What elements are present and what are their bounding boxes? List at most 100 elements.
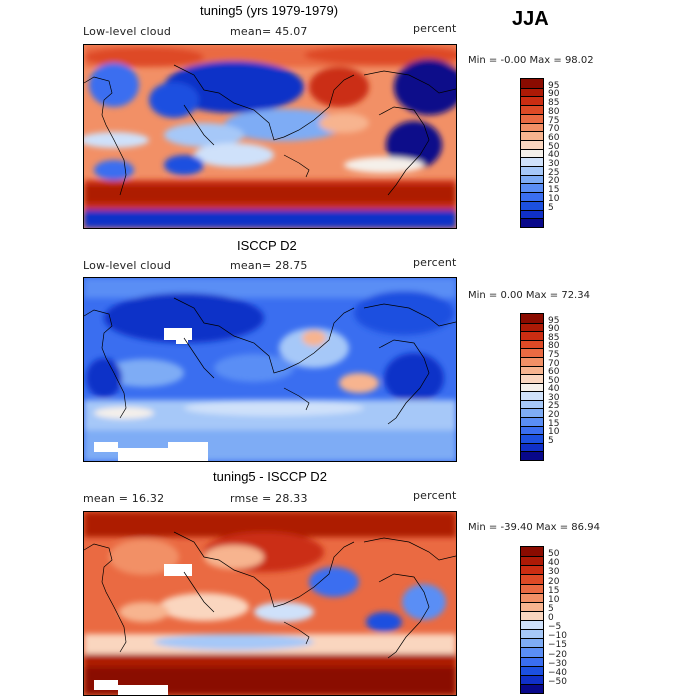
colorbar-swatch (521, 629, 543, 639)
colorbar-tick-label: 75 (548, 349, 560, 360)
colorbar-tick-label: −20 (548, 649, 567, 660)
colorbar-swatch (521, 331, 543, 340)
panel-1-colorbar (520, 78, 544, 228)
colorbar-swatch (521, 442, 543, 452)
panel-2-map (83, 277, 457, 462)
colorbar-tick-label: 5 (548, 202, 554, 213)
colorbar-swatch (521, 218, 543, 227)
colorbar-swatch (521, 365, 543, 375)
colorbar-swatch (521, 183, 543, 193)
colorbar-swatch (521, 665, 543, 675)
colorbar-swatch (521, 620, 543, 630)
colorbar-swatch (521, 434, 543, 443)
colorbar-swatch (521, 674, 543, 684)
colorbar-swatch (521, 647, 543, 657)
panel-2-colorbar (520, 313, 544, 461)
colorbar-tick-label: 75 (548, 115, 560, 126)
colorbar-swatch (521, 583, 543, 593)
colorbar-swatch (521, 139, 543, 149)
colorbar-tick-label: 25 (548, 167, 560, 178)
colorbar-tick-label: 15 (548, 418, 560, 429)
panel-3-minmax: Min = -39.40 Max = 86.94 (468, 522, 600, 533)
colorbar-swatch (521, 209, 543, 219)
colorbar-swatch (521, 192, 543, 201)
colorbar-swatch (521, 122, 543, 132)
colorbar-swatch (521, 451, 543, 460)
colorbar-tick-label: 40 (548, 150, 560, 161)
panel-1-coastlines (84, 64, 456, 196)
colorbar-swatch (521, 322, 543, 332)
panel-2-minmax: Min = 0.00 Max = 72.34 (468, 290, 590, 301)
panel-1-cloud-field (84, 45, 456, 228)
colorbar-tick-label: 15 (548, 185, 560, 196)
colorbar-tick-label: 40 (548, 558, 560, 569)
colorbar-swatch (521, 683, 543, 693)
panel-1-units-label: percent (413, 22, 457, 35)
colorbar-tick-label: 80 (548, 341, 560, 352)
colorbar-swatch (521, 399, 543, 409)
colorbar-swatch (521, 556, 543, 566)
colorbar-swatch (521, 166, 543, 175)
panel-2-cloud-field (84, 278, 456, 461)
colorbar-swatch (521, 174, 543, 184)
colorbar-swatch (521, 565, 543, 575)
colorbar-swatch (521, 656, 543, 666)
colorbar-swatch (521, 314, 543, 323)
colorbar-swatch (521, 638, 543, 648)
colorbar-tick-label: −50 (548, 676, 567, 687)
colorbar-tick-label: 85 (548, 98, 560, 109)
panel-2-units-label: percent (413, 256, 457, 269)
panel-1-variable-label: Low-level cloud (83, 25, 172, 38)
colorbar-tick-label: 25 (548, 401, 560, 412)
colorbar-swatch (521, 105, 543, 114)
colorbar-swatch (521, 574, 543, 584)
colorbar-swatch (521, 339, 543, 349)
colorbar-swatch (521, 382, 543, 392)
colorbar-tick-label: 5 (548, 603, 554, 614)
colorbar-tick-label: 30 (548, 392, 560, 403)
colorbar-swatch (521, 348, 543, 357)
panel-2-mean-label: mean= 28.75 (230, 259, 308, 272)
colorbar-tick-label: 95 (548, 315, 560, 326)
panel-3-colorbar-ticks: 50 40 30 20 15 10 5 0 −5 −10 −15 −20 −30 −40 −50 (548, 546, 588, 692)
colorbar-tick-label: 10 (548, 594, 560, 605)
colorbar-tick-label: −10 (548, 631, 567, 642)
colorbar-tick-label: 70 (548, 124, 560, 135)
panel-3-map (83, 511, 457, 696)
season-label: JJA (512, 8, 549, 30)
colorbar-swatch (521, 374, 543, 383)
colorbar-swatch (521, 356, 543, 366)
colorbar-swatch (521, 610, 543, 620)
colorbar-tick-label: 30 (548, 567, 560, 578)
colorbar-tick-label: 40 (548, 384, 560, 395)
panel-2-coastlines (84, 297, 456, 425)
panel-2-colorbar-ticks: 95 90 85 80 75 70 60 50 40 30 25 20 15 10 5 (548, 313, 588, 459)
colorbar-tick-label: 85 (548, 332, 560, 343)
colorbar-tick-label: 10 (548, 193, 560, 204)
colorbar-tick-label: 70 (548, 358, 560, 369)
colorbar-swatch (521, 87, 543, 97)
colorbar-swatch (521, 96, 543, 106)
colorbar-tick-label: 5 (548, 435, 554, 446)
panel-2-title: ISCCP D2 (237, 238, 297, 253)
colorbar-swatch (521, 425, 543, 435)
colorbar-tick-label: 90 (548, 324, 560, 335)
colorbar-swatch (521, 391, 543, 400)
colorbar-swatch (521, 592, 543, 602)
colorbar-tick-label: −5 (548, 622, 562, 633)
colorbar-swatch (521, 547, 543, 557)
panel-1-title: tuning5 (yrs 1979-1979) (200, 3, 339, 18)
colorbar-tick-label: 50 (548, 549, 560, 560)
panel-2-variable-label: Low-level cloud (83, 259, 172, 272)
colorbar-tick-label: 90 (548, 89, 560, 100)
colorbar-tick-label: 20 (548, 576, 560, 587)
colorbar-tick-label: 0 (548, 613, 554, 623)
panel-3-difference-field (84, 512, 456, 695)
colorbar-tick-label: −40 (548, 667, 567, 678)
colorbar-tick-label: 30 (548, 159, 560, 170)
colorbar-swatch (521, 157, 543, 167)
colorbar-swatch (521, 131, 543, 140)
colorbar-tick-label: 15 (548, 585, 560, 596)
colorbar-tick-label: 95 (548, 80, 560, 91)
colorbar-swatch (521, 417, 543, 426)
